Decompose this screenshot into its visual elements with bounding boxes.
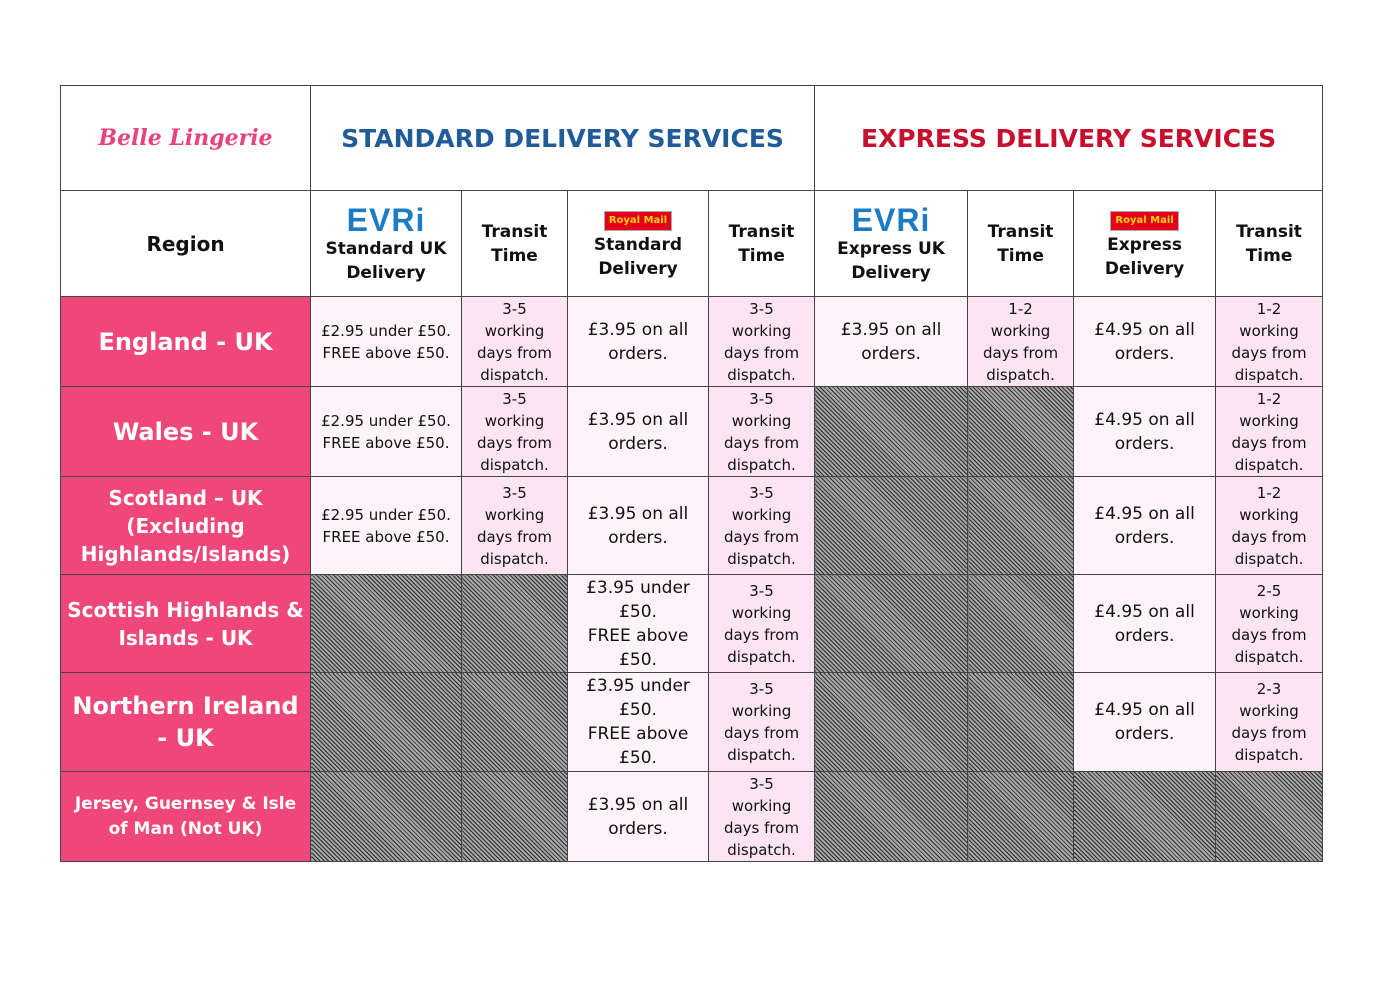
column-header: Transit Time (967, 190, 1075, 297)
unavailable-cell (814, 672, 969, 772)
table-row: Jersey, Guernsey & Isle of Man (Not UK) £… (60, 771, 1324, 862)
transit-cell: 3-5 working days from dispatch. (461, 386, 568, 477)
transit-cell: 3-5 working days from dispatch. (707, 771, 816, 862)
column-label: Express UK Delivery (837, 238, 945, 283)
column-label: Transit Time (987, 221, 1054, 266)
table-row: Wales - UK £2.95 under £50. FREE above £5… (60, 386, 1324, 477)
column-header: EVRi Standard UK Delivery (310, 190, 462, 297)
unavailable-cell (814, 386, 969, 477)
unavailable-cell (1073, 771, 1217, 862)
transit-cell: 3-5 working days from dispatch. (707, 672, 816, 772)
column-label: Transit Time (481, 221, 548, 266)
brand-logo: Belle Lingerie (98, 125, 273, 151)
column-label: Express Delivery (1104, 235, 1185, 279)
column-label: Standard UK Delivery (325, 238, 447, 283)
transit-cell: 2-5 working days from dispatch. (1215, 574, 1324, 673)
region-cell: Scotland – UK (Excluding Highlands/Islan… (60, 476, 311, 575)
transit-cell: 3-5 working days from dispatch. (707, 386, 816, 477)
column-header: Royal Mail Standard Delivery (567, 190, 709, 297)
unavailable-cell (461, 574, 568, 673)
transit-cell: 1-2 working days from dispatch. (1215, 296, 1324, 387)
royal-mail-logo: Royal Mail (603, 211, 673, 231)
evri-logo: EVRi (346, 201, 426, 238)
royal-mail-logo: Royal Mail (1110, 211, 1179, 231)
transit-cell: 3-5 working days from dispatch. (707, 574, 816, 673)
brand-cell: Belle Lingerie (60, 85, 311, 191)
unavailable-cell (1215, 771, 1324, 862)
region-cell: England - UK (60, 296, 311, 387)
price-cell: £3.95 on all orders. (567, 771, 709, 862)
price-cell: £3.95 on all orders. (567, 386, 709, 477)
price-cell: £3.95 under £50. FREE above £50. (567, 672, 709, 772)
unavailable-cell (814, 476, 969, 575)
transit-cell: 2-3 working days from dispatch. (1215, 672, 1324, 772)
column-header: Transit Time (707, 190, 816, 297)
column-label: Standard Delivery (593, 235, 683, 279)
price-cell: £4.95 on all orders. (1073, 386, 1217, 477)
unavailable-cell (310, 574, 462, 673)
price-cell: £3.95 on all orders. (567, 476, 709, 575)
table-row: Scottish Highlands & Islands - UK £3.95 u… (60, 574, 1324, 673)
unavailable-cell (967, 574, 1075, 673)
transit-cell: 3-5 working days from dispatch. (461, 296, 568, 387)
table-row: England - UK £2.95 under £50. FREE above … (60, 296, 1324, 387)
column-label: Transit Time (728, 221, 795, 266)
column-header: Transit Time (461, 190, 568, 297)
price-cell: £3.95 on all orders. (814, 296, 969, 387)
price-cell: £3.95 under £50. FREE above £50. (567, 574, 709, 673)
group-header: STANDARD DELIVERY SERVICES (309, 85, 816, 191)
column-header-row: Region EVRi Standard UK Delivery Transit T… (60, 190, 1324, 297)
region-cell: Jersey, Guernsey & Isle of Man (Not UK) (60, 771, 311, 862)
unavailable-cell (461, 672, 568, 772)
unavailable-cell (967, 386, 1075, 477)
unavailable-cell (310, 771, 462, 862)
column-header: EVRi Express UK Delivery (814, 190, 969, 297)
region-header: Region (60, 190, 311, 297)
transit-cell: 1-2 working days from dispatch. (1215, 476, 1324, 575)
group-header: EXPRESS DELIVERY SERVICES (814, 85, 1324, 191)
region-cell: Northern Ireland - UK (60, 672, 311, 772)
unavailable-cell (310, 672, 462, 772)
transit-cell: 1-2 working days from dispatch. (1215, 386, 1324, 477)
unavailable-cell (814, 574, 969, 673)
transit-cell: 3-5 working days from dispatch. (707, 476, 816, 575)
price-cell: £4.95 on all orders. (1073, 476, 1217, 575)
shipping-table: Belle Lingerie STANDARD DELIVERY SERVICE… (60, 85, 1324, 862)
transit-cell: 1-2 working days from dispatch. (967, 296, 1075, 387)
unavailable-cell (967, 771, 1075, 862)
transit-cell: 3-5 working days from dispatch. (707, 296, 816, 387)
price-cell: £4.95 on all orders. (1073, 672, 1217, 772)
unavailable-cell (814, 771, 969, 862)
unavailable-cell (967, 672, 1075, 772)
price-cell: £2.95 under £50. FREE above £50. (310, 476, 462, 575)
column-header: Transit Time (1215, 190, 1324, 297)
group-header-row: Belle Lingerie STANDARD DELIVERY SERVICE… (60, 85, 1324, 191)
unavailable-cell (967, 476, 1075, 575)
unavailable-cell (461, 771, 568, 862)
column-label: Transit Time (1236, 221, 1302, 266)
price-cell: £2.95 under £50. FREE above £50. (310, 296, 462, 387)
table-row: Scotland – UK (Excluding Highlands/Islan… (60, 476, 1324, 575)
transit-cell: 3-5 working days from dispatch. (461, 476, 568, 575)
region-cell: Wales - UK (60, 386, 311, 477)
table-row: Northern Ireland - UK £3.95 under £50. FR… (60, 672, 1324, 772)
column-header: Royal Mail Express Delivery (1073, 190, 1217, 297)
price-cell: £4.95 on all orders. (1073, 574, 1217, 673)
evri-logo: EVRi (851, 201, 931, 238)
region-cell: Scottish Highlands & Islands - UK (60, 574, 311, 673)
price-cell: £4.95 on all orders. (1073, 296, 1217, 387)
price-cell: £3.95 on all orders. (567, 296, 709, 387)
price-cell: £2.95 under £50. FREE above £50. (310, 386, 462, 477)
